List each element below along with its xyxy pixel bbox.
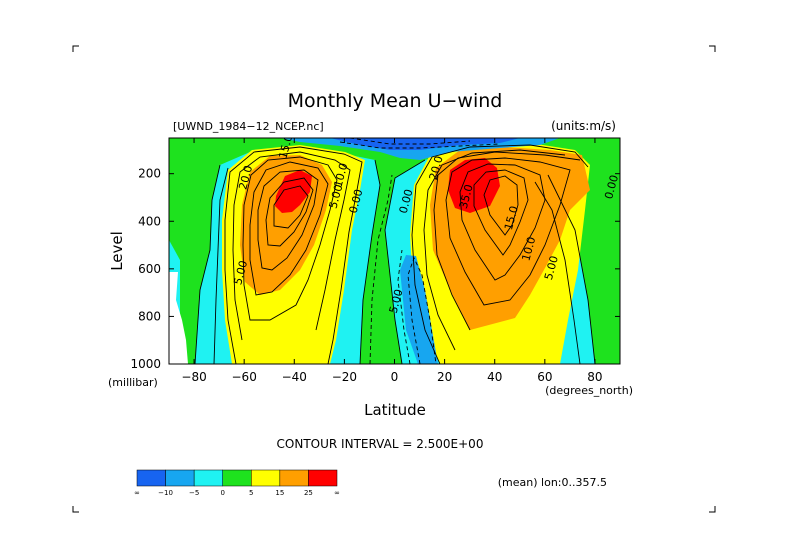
colorbar-label: 0 <box>220 489 224 497</box>
sh-jet-red <box>275 170 312 213</box>
x-axis-title: Latitude <box>364 401 426 419</box>
y-tick-label: 1000 <box>130 357 161 371</box>
contour-label: 5.00 <box>231 259 250 286</box>
contour-label: 5.00 <box>387 288 406 315</box>
colorbar-swatch <box>251 469 281 487</box>
x-tick-label: 20 <box>437 370 452 384</box>
contour-label: 5.00 <box>327 183 346 210</box>
contour-label: 10.0 <box>519 235 538 262</box>
contour-labels: 15.020.0 10.05.00 0.005.000.005.0020.035.0… <box>231 138 621 315</box>
y-axis-title: Level <box>108 231 126 271</box>
plot-area: 15.020.0 10.05.00 0.005.000.005.0020.035.0… <box>169 138 621 364</box>
mean-note: (mean) lon:0..357.5 <box>498 476 607 489</box>
colorbar-swatch <box>193 469 223 487</box>
y-tick-label: 400 <box>138 214 161 228</box>
x-tick-label: −40 <box>282 370 307 384</box>
contour-label: 0.00 <box>397 188 416 215</box>
colorbar-label: ∞ <box>334 489 340 497</box>
contour-interval-text: CONTOUR INTERVAL = 2.500E+00 <box>277 437 484 451</box>
colorbar-label: −10 <box>158 489 173 497</box>
field-missing <box>169 272 188 364</box>
x-tick-label: −80 <box>181 370 206 384</box>
contour-label: 20.0 <box>236 164 255 191</box>
contour-label: 0.00 <box>602 174 621 201</box>
colorbar-swatch <box>222 469 252 487</box>
colorbar: ∞ −10 −5 0 5 15 25 ∞ <box>134 469 340 497</box>
colorbar-swatch <box>136 469 166 487</box>
colorbar-label: 5 <box>249 489 253 497</box>
x-tick-label: −60 <box>232 370 257 384</box>
contour-label: 10.0 <box>332 162 351 189</box>
contour-lines <box>194 144 596 364</box>
x-tick-label: −20 <box>332 370 357 384</box>
contour-label: 0.00 <box>347 188 366 215</box>
negative-contours <box>339 138 501 364</box>
crop-marks <box>72 45 716 513</box>
contour-label: 20.0 <box>427 155 446 182</box>
y-axis: 200 400 600 800 1000 <box>130 167 620 371</box>
x-tick-label: 80 <box>587 370 602 384</box>
y-tick-label: 200 <box>138 167 161 181</box>
colorbar-label: 25 <box>304 489 313 497</box>
contour-label: 15.0 <box>502 204 521 231</box>
x-tick-label: 60 <box>537 370 552 384</box>
colorbar-label: 15 <box>275 489 284 497</box>
colorbar-swatch <box>279 469 309 487</box>
colorbar-swatch <box>308 469 338 487</box>
easterly-blue-low <box>400 255 438 364</box>
x-tick-label: 40 <box>487 370 502 384</box>
colorbar-swatch <box>165 469 195 487</box>
x-units-label: (degrees_north) <box>545 384 633 397</box>
chart-title: Monthly Mean U−wind <box>288 90 503 112</box>
colorbar-label: −5 <box>189 489 199 497</box>
units-label: (units:m/s) <box>551 119 616 133</box>
y-units-label: (millibar) <box>108 376 158 389</box>
colorbar-label: ∞ <box>134 489 140 497</box>
x-axis: −80 −60 −40 −20 0 20 40 60 80 <box>181 138 603 384</box>
dataset-label: [UWND_1984−12_NCEP.nc] <box>173 120 324 133</box>
easterly-darkblue-stratos <box>330 138 520 150</box>
y-tick-label: 600 <box>138 262 161 276</box>
contour-label: 5.00 <box>542 254 561 281</box>
contour-label: 35.0 <box>457 183 476 210</box>
x-tick-label: 0 <box>391 370 399 384</box>
y-tick-label: 800 <box>138 309 161 323</box>
